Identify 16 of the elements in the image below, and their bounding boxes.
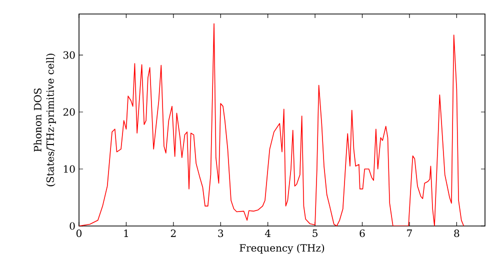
y-tick-label: 30 bbox=[64, 51, 75, 59]
x-tick-label: 2 bbox=[170, 230, 176, 237]
x-tick-label: 1 bbox=[124, 230, 128, 237]
line-series bbox=[79, 23, 464, 226]
x-tick-label: 6 bbox=[360, 230, 365, 238]
x-tick-label: 8 bbox=[454, 230, 460, 238]
y-axis-title: Phonon DOS (States/THz·primitive cell) bbox=[34, 54, 56, 186]
x-tick-label: 3 bbox=[218, 230, 224, 238]
y-tick-label: 0 bbox=[70, 222, 75, 230]
x-tick-label: 7 bbox=[407, 230, 412, 237]
x-tick-label: 5 bbox=[312, 230, 318, 237]
y-tick-label: 10 bbox=[64, 165, 75, 173]
x-axis-title: Frequency (THz) bbox=[240, 244, 324, 254]
x-tick-label: 0 bbox=[76, 230, 82, 238]
y-tick-label: 20 bbox=[63, 108, 75, 116]
x-tick-label: 4 bbox=[264, 230, 271, 237]
